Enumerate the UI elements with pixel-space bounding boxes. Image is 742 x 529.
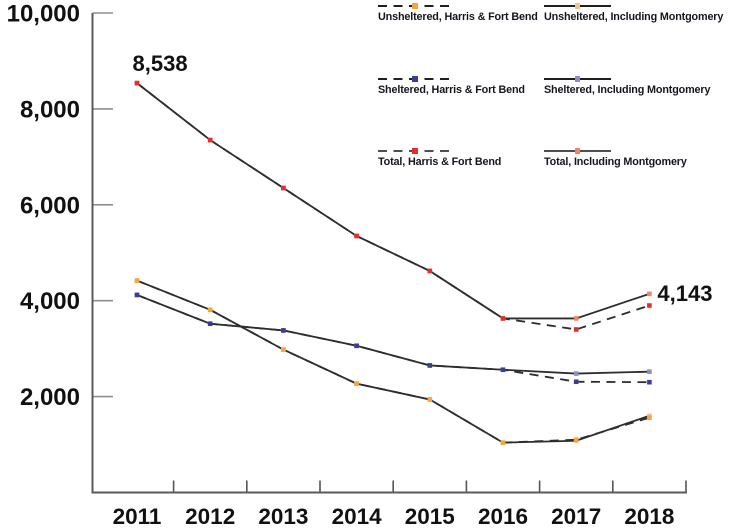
legend-label: Unsheltered, Including Montgomery bbox=[544, 11, 724, 24]
legend-label: Sheltered, Including Montgomery bbox=[544, 84, 711, 97]
annotation-value-label: 4,143 bbox=[657, 281, 712, 306]
legend-item-total-harris-fort-bend: Total, Harris & Fort Bend bbox=[378, 146, 501, 169]
y-tick-label: 2,000 bbox=[20, 384, 80, 411]
data-point-unsheltered-harris-fort-bend bbox=[134, 278, 140, 283]
solid-line-sample bbox=[544, 148, 611, 154]
x-tick-label: 2018 bbox=[624, 504, 674, 529]
data-point-total-harris-fort-bend bbox=[354, 233, 359, 239]
series-line-total-harris-fort-bend bbox=[136, 82, 650, 331]
data-point-unsheltered-harris-fort-bend bbox=[281, 347, 286, 352]
data-point-sheltered-harris-fort-bend bbox=[207, 321, 213, 327]
data-point-total-including-montgomery bbox=[647, 291, 652, 297]
legend-marker-icon bbox=[574, 148, 581, 154]
legend-marker-icon bbox=[412, 76, 418, 82]
series-line-sheltered-harris-fort-bend bbox=[136, 294, 650, 384]
legend-item-total-including-montgomery: Total, Including Montgomery bbox=[544, 146, 687, 169]
data-point-unsheltered-harris-fort-bend bbox=[500, 440, 506, 445]
data-point-sheltered-harris-fort-bend bbox=[647, 379, 652, 385]
data-point-unsheltered-harris-fort-bend bbox=[647, 415, 652, 420]
y-tick-label: 8,000 bbox=[20, 96, 80, 123]
x-tick-label: 2016 bbox=[478, 504, 528, 529]
dashed-line-sample bbox=[378, 148, 452, 154]
data-point-sheltered-harris-fort-bend bbox=[134, 292, 140, 298]
legend-marker-icon bbox=[412, 148, 418, 154]
dashed-line-sample bbox=[378, 3, 452, 9]
data-point-unsheltered-harris-fort-bend bbox=[573, 437, 579, 443]
data-point-total-harris-fort-bend bbox=[281, 185, 286, 191]
x-tick-label: 2012 bbox=[185, 504, 235, 529]
data-point-sheltered-harris-fort-bend bbox=[500, 367, 506, 373]
legend-marker-icon bbox=[574, 3, 581, 9]
legend-label: Sheltered, Harris & Fort Bend bbox=[378, 84, 525, 97]
series-line-total-including-montgomery bbox=[136, 82, 650, 320]
data-point-sheltered-including-montgomery bbox=[647, 369, 652, 374]
legend-label: Unsheltered, Harris & Fort Bend bbox=[378, 11, 538, 24]
data-point-unsheltered-harris-fort-bend bbox=[207, 307, 213, 313]
legend: Unsheltered, Harris & Fort Bend Unshelter… bbox=[0, 0, 742, 180]
data-point-unsheltered-harris-fort-bend bbox=[427, 397, 433, 402]
series-line-sheltered-including-montgomery bbox=[136, 294, 650, 375]
x-tick-label: 2011 bbox=[113, 504, 162, 529]
x-tick-label: 2014 bbox=[332, 504, 383, 529]
dashed-line-sample bbox=[378, 76, 452, 82]
solid-line-sample bbox=[544, 3, 611, 9]
data-point-total-including-montgomery bbox=[573, 316, 579, 321]
data-point-unsheltered-harris-fort-bend bbox=[354, 381, 359, 386]
legend-item-sheltered-harris-fort-bend: Sheltered, Harris & Fort Bend bbox=[378, 74, 525, 97]
legend-marker-icon bbox=[574, 76, 581, 82]
data-point-sheltered-including-montgomery bbox=[573, 371, 579, 376]
annotation-value-label: 8,538 bbox=[133, 51, 188, 76]
legend-label: Total, Harris & Fort Bend bbox=[378, 156, 502, 169]
data-point-sheltered-harris-fort-bend bbox=[281, 328, 286, 333]
x-tick-label: 2015 bbox=[405, 504, 455, 529]
data-point-sheltered-harris-fort-bend bbox=[354, 343, 359, 349]
data-point-total-harris-fort-bend bbox=[573, 327, 579, 332]
solid-line-sample bbox=[544, 76, 611, 82]
data-point-total-harris-fort-bend bbox=[647, 303, 652, 308]
data-point-sheltered-harris-fort-bend bbox=[573, 379, 579, 385]
legend-item-sheltered-including-montgomery: Sheltered, Including Montgomery bbox=[544, 74, 710, 97]
data-point-sheltered-harris-fort-bend bbox=[427, 363, 433, 368]
data-point-total-harris-fort-bend bbox=[207, 137, 213, 143]
legend-label: Total, Including Montgomery bbox=[544, 156, 687, 169]
series-line-unsheltered-including-montgomery bbox=[136, 279, 650, 444]
x-tick-label: 2013 bbox=[258, 504, 308, 529]
data-point-total-harris-fort-bend bbox=[427, 268, 433, 274]
y-tick-label: 4,000 bbox=[20, 288, 80, 315]
legend-marker-icon bbox=[412, 3, 418, 9]
y-tick-label: 10,000 bbox=[7, 1, 80, 28]
legend-item-unsheltered-harris-fort-bend: Unsheltered, Harris & Fort Bend bbox=[378, 1, 538, 24]
y-tick-label: 6,000 bbox=[20, 192, 80, 219]
series-line-unsheltered-harris-fort-bend bbox=[136, 279, 650, 444]
data-point-total-harris-fort-bend bbox=[500, 316, 506, 321]
legend-item-unsheltered-including-montgomery: Unsheltered, Including Montgomery bbox=[544, 1, 723, 24]
data-point-total-harris-fort-bend bbox=[134, 80, 140, 86]
x-tick-label: 2017 bbox=[551, 504, 601, 529]
